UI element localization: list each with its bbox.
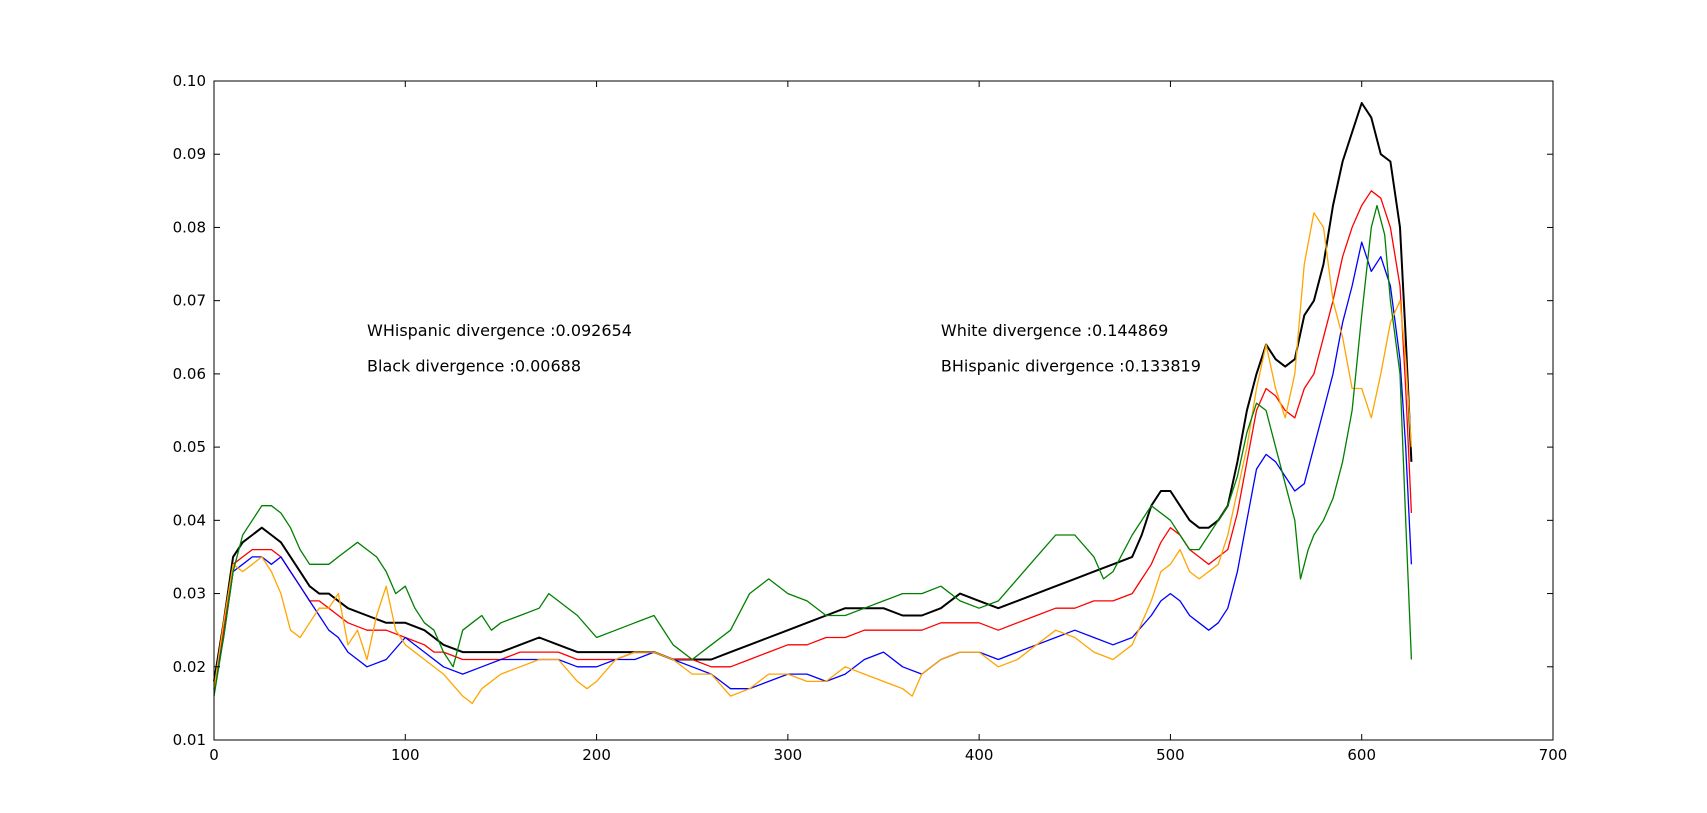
y-tick-label: 0.05 <box>173 438 206 456</box>
series-line-0 <box>213 102 1413 682</box>
annotation-text: White divergence :0.144869 <box>941 321 1168 340</box>
annotation-text: WHispanic divergence :0.092654 <box>367 321 632 340</box>
y-tick-label: 0.08 <box>173 218 206 236</box>
x-tick-label: 600 <box>1347 746 1376 764</box>
x-tick-label: 700 <box>1539 746 1568 764</box>
annotation-text: Black divergence :0.00688 <box>367 357 581 376</box>
y-tick-label: 0.01 <box>173 731 206 749</box>
y-tick-label: 0.06 <box>173 365 206 383</box>
y-tick-label: 0.07 <box>173 292 206 310</box>
x-tick-label: 0 <box>209 746 219 764</box>
y-tick-label: 0.10 <box>173 72 206 90</box>
x-tick-label: 200 <box>582 746 611 764</box>
y-tick-label: 0.04 <box>173 511 206 529</box>
y-tick-label: 0.03 <box>173 585 206 603</box>
series-line-1 <box>213 190 1413 689</box>
x-tick-label: 500 <box>1156 746 1185 764</box>
x-tick-label: 100 <box>391 746 420 764</box>
series-layer <box>213 102 1413 705</box>
x-tick-label: 400 <box>965 746 994 764</box>
series-line-3 <box>213 212 1413 705</box>
axes: 0 100 200 300 400 500 600 700 0.01 0.02 0.03 0.04 0.… <box>173 72 1568 764</box>
plot-frame <box>213 80 1554 741</box>
series-line-4 <box>213 204 1413 697</box>
annotation-text: BHispanic divergence :0.133819 <box>941 357 1201 376</box>
y-tick-label: 0.02 <box>173 658 206 676</box>
y-tick-label: 0.09 <box>173 145 206 163</box>
annotation-layer: WHispanic divergence :0.092654 Black dive… <box>367 321 1201 376</box>
x-tick-label: 300 <box>774 746 803 764</box>
